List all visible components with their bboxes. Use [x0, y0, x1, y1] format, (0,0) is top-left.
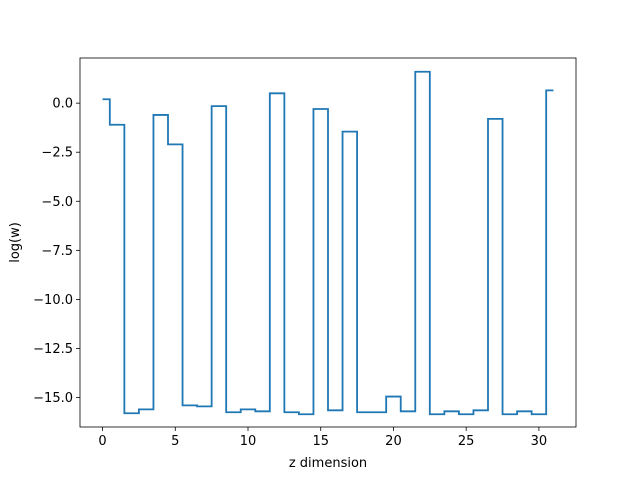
y-tick-label: −15.0 — [33, 391, 73, 406]
y-tick-label: 0.0 — [52, 97, 73, 112]
y-tick-label: −7.5 — [41, 244, 73, 259]
x-tick-label: 15 — [312, 434, 329, 449]
y-tick-label: −12.5 — [33, 342, 73, 357]
y-tick-label: −10.0 — [33, 293, 73, 308]
x-tick-label: 0 — [98, 434, 106, 449]
x-tick-label: 30 — [531, 434, 548, 449]
plot-area — [102, 70, 554, 416]
y-tick-label: −5.0 — [41, 195, 73, 210]
axes-frame — [79, 57, 577, 428]
y-tick-label: −2.5 — [41, 146, 73, 161]
x-tick-label: 20 — [385, 434, 402, 449]
x-axis: 0 5 10 15 20 25 30 — [98, 427, 547, 449]
x-tick-label: 10 — [240, 434, 257, 449]
x-axis-label: z dimension — [289, 456, 367, 471]
series-line-0 — [102, 70, 554, 416]
y-axis: 0.0 −2.5 −5.0 −7.5 −10.0 −12.5 −15.0 — [33, 97, 80, 406]
x-tick-label: 5 — [171, 434, 179, 449]
x-tick-label: 25 — [458, 434, 475, 449]
y-axis-label: log(w) — [8, 222, 23, 263]
